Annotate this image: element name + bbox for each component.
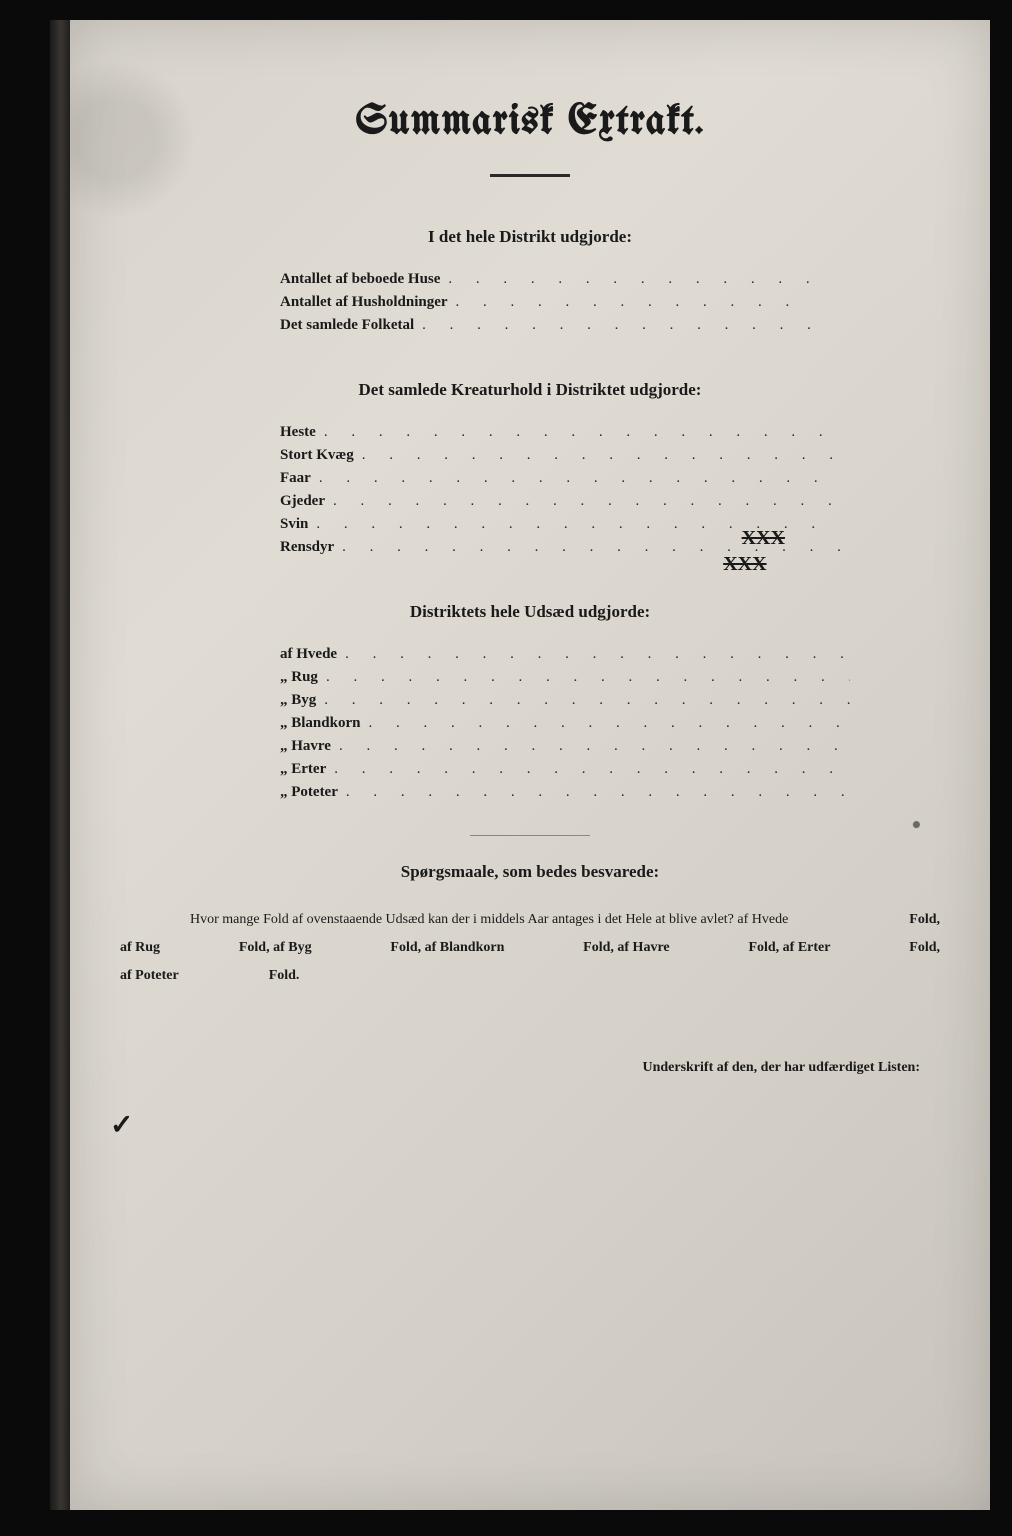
row-folketal: Det samlede Folketal . . . . . . . . . .… (280, 317, 870, 334)
row-label: Svin (280, 516, 316, 533)
q2-seg: Fold, (909, 934, 940, 962)
q2-seg: Fold, af Blandkorn (390, 934, 504, 962)
row-gjeder: Gjeder . . . . . . . . . . . . . . . . .… (280, 493, 900, 510)
book-binding (50, 20, 72, 1510)
section1-rows: Antallet af beboede Huse . . . . . . . .… (280, 271, 870, 334)
section2-rows: Heste . . . . . . . . . . . . . . . . . … (280, 424, 900, 556)
row-label: „ Byg (280, 692, 324, 709)
questions-block: Hvor mange Fold af ovenstaaende Udsæd ka… (120, 906, 940, 990)
row-byg: „ Byg . . . . . . . . . . . . . . . . . … (280, 692, 850, 709)
section3-rows: af Hvede . . . . . . . . . . . . . . . .… (280, 646, 850, 801)
row-label: Faar (280, 470, 319, 487)
row-rensdyr: Rensdyr . . . . . . . . . . . . . . . . … (280, 539, 900, 556)
leader-dots: . . . . . . . . . . . . . . . . . . . . … (333, 493, 840, 510)
q2-seg: Fold, af Byg (239, 934, 312, 962)
title-rule (490, 174, 570, 177)
leader-dots: . . . . . . . . . . . . . . . . . . . . … (422, 317, 810, 334)
leader-dots: . . . . . . . . . . . . . . . . . . . . … (319, 470, 840, 487)
q1-text: Hvor mange Fold af ovenstaaende Udsæd ka… (120, 906, 788, 934)
row-svin: Svin . . . . . . . . . . . . . . . . . .… (280, 516, 900, 533)
row-label: „ Poteter (280, 784, 346, 801)
document-page: Summarisk Extrakt. I det hele Distrikt u… (70, 20, 990, 1510)
row-erter: „ Erter . . . . . . . . . . . . . . . . … (280, 761, 850, 778)
q1-end: Fold, (909, 906, 940, 934)
q2-seg: Fold, af Erter (748, 934, 830, 962)
row-label: „ Erter (280, 761, 334, 778)
q2-seg: Fold, af Havre (583, 934, 669, 962)
row-hvede: af Hvede . . . . . . . . . . . . . . . .… (280, 646, 850, 663)
row-husholdninger: Antallet af Husholdninger . . . . . . . … (280, 294, 870, 311)
q3-seg: af Poteter (120, 962, 179, 990)
question-line-3: af Poteter Fold. (120, 962, 940, 990)
row-faar: Faar . . . . . . . . . . . . . . . . . .… (280, 470, 900, 487)
row-label: Antallet af beboede Huse (280, 271, 448, 288)
leader-dots: . . . . . . . . . . . . . . . . . . . . … (456, 294, 810, 311)
row-label: af Hvede (280, 646, 345, 663)
row-havre: „ Havre . . . . . . . . . . . . . . . . … (280, 738, 850, 755)
leader-dots: . . . . . . . . . . . . . . . . . . . . … (448, 271, 810, 288)
row-label: „ Rug (280, 669, 326, 686)
leader-dots: . . . . . . . . . . . . . . . . . . . . … (346, 784, 850, 801)
row-heste: Heste . . . . . . . . . . . . . . . . . … (280, 424, 900, 441)
row-label: Det samlede Folketal (280, 317, 422, 334)
page-title: Summarisk Extrakt. (70, 100, 990, 144)
row-label: Stort Kvæg (280, 447, 362, 464)
leader-dots: . . . . . . . . . . . . . . . . . . . . … (339, 738, 850, 755)
questions-heading: Spørgsmaale, som bedes besvarede: (70, 862, 990, 882)
thin-rule (470, 835, 590, 836)
row-label: „ Havre (280, 738, 339, 755)
q2-seg: af Rug (120, 934, 160, 962)
row-poteter: „ Poteter . . . . . . . . . . . . . . . … (280, 784, 850, 801)
question-line-2: af Rug Fold, af Byg Fold, af Blandkorn F… (120, 934, 940, 962)
row-blandkorn: „ Blandkorn . . . . . . . . . . . . . . … (280, 715, 850, 732)
row-beboede-huse: Antallet af beboede Huse . . . . . . . .… (280, 271, 870, 288)
row-label: Rensdyr (280, 539, 342, 556)
section3-heading: Distriktets hele Udsæd udgjorde: (70, 602, 990, 622)
row-label: Heste (280, 424, 324, 441)
leader-dots: . . . . . . . . . . . . . . . . . . . . … (345, 646, 850, 663)
leader-dots: . . . . . . . . . . . . . . . . . . . . … (362, 447, 840, 464)
leader-dots: . . . . . . . . . . . . . . . . . . . . … (334, 761, 850, 778)
q3-seg: Fold. (269, 962, 300, 990)
row-label: Antallet af Husholdninger (280, 294, 456, 311)
leader-dots: . . . . . . . . . . . . . . . . . . . . … (324, 692, 850, 709)
section2-heading: Det samlede Kreaturhold i Distriktet udg… (70, 380, 990, 400)
signature-line: Underskrift af den, der har udfærdiget L… (70, 1060, 920, 1076)
handwritten-annotation: XXX (742, 527, 785, 550)
leader-dots: . . . . . . . . . . . . . . . . . . . . … (368, 715, 850, 732)
handwritten-checkmark: ✓ (110, 1108, 133, 1142)
row-rug: „ Rug . . . . . . . . . . . . . . . . . … (280, 669, 850, 686)
leader-dots: . . . . . . . . . . . . . . . . . . . . … (326, 669, 850, 686)
section1-heading: I det hele Distrikt udgjorde: (70, 227, 990, 247)
handwritten-annotation: XXX (723, 553, 766, 576)
row-stort-kvaeg: Stort Kvæg . . . . . . . . . . . . . . .… (280, 447, 900, 464)
question-line-1: Hvor mange Fold af ovenstaaende Udsæd ka… (120, 906, 940, 934)
row-label: „ Blandkorn (280, 715, 368, 732)
row-label: Gjeder (280, 493, 333, 510)
leader-dots: . . . . . . . . . . . . . . . . . . . . … (324, 424, 840, 441)
